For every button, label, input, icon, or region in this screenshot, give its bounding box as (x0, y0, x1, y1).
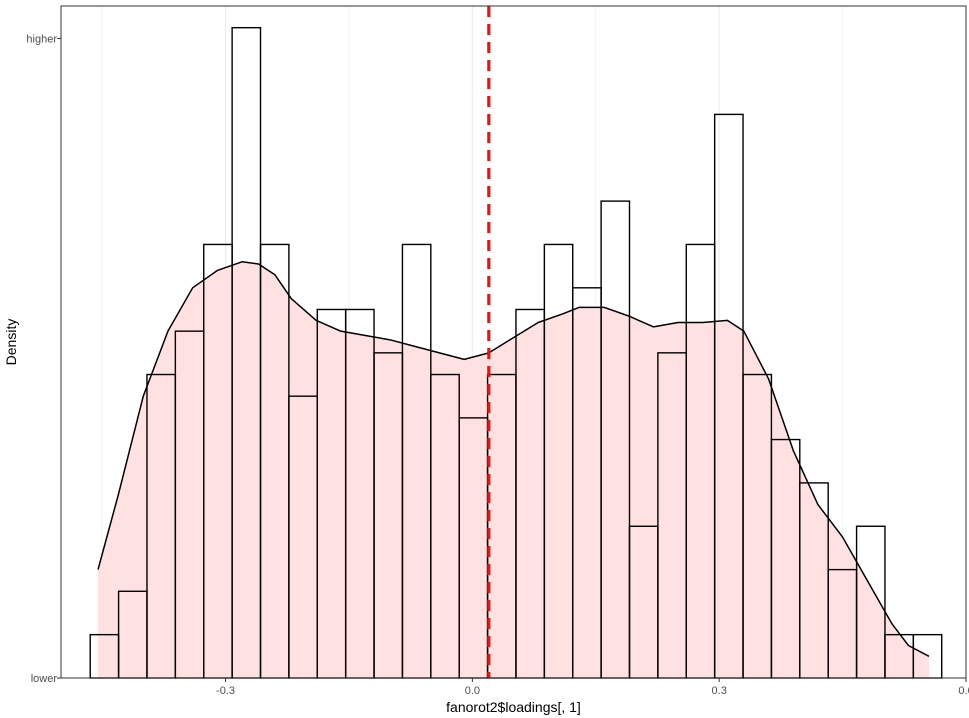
panel-border (60, 5, 967, 679)
density-fill-layer (98, 261, 929, 678)
y-tick-label: higher (26, 34, 57, 46)
x-tick-label: -0.3 (216, 685, 235, 697)
y-tick-label: lower (31, 673, 58, 685)
x-axis-title: fanorot2$loadings[, 1] (446, 699, 581, 715)
x-tick-label: 0.3 (712, 685, 727, 697)
density-area-fill (98, 261, 929, 678)
x-tick-label: 0.6 (958, 685, 969, 697)
x-tick-label: 0.0 (465, 685, 480, 697)
density-line-layer (97, 261, 930, 657)
y-axis-title: Density (3, 319, 19, 366)
density-curve-line (97, 261, 930, 657)
axis-layer: -0.3 0.0 0.3 0.6 lower higher (26, 34, 969, 697)
